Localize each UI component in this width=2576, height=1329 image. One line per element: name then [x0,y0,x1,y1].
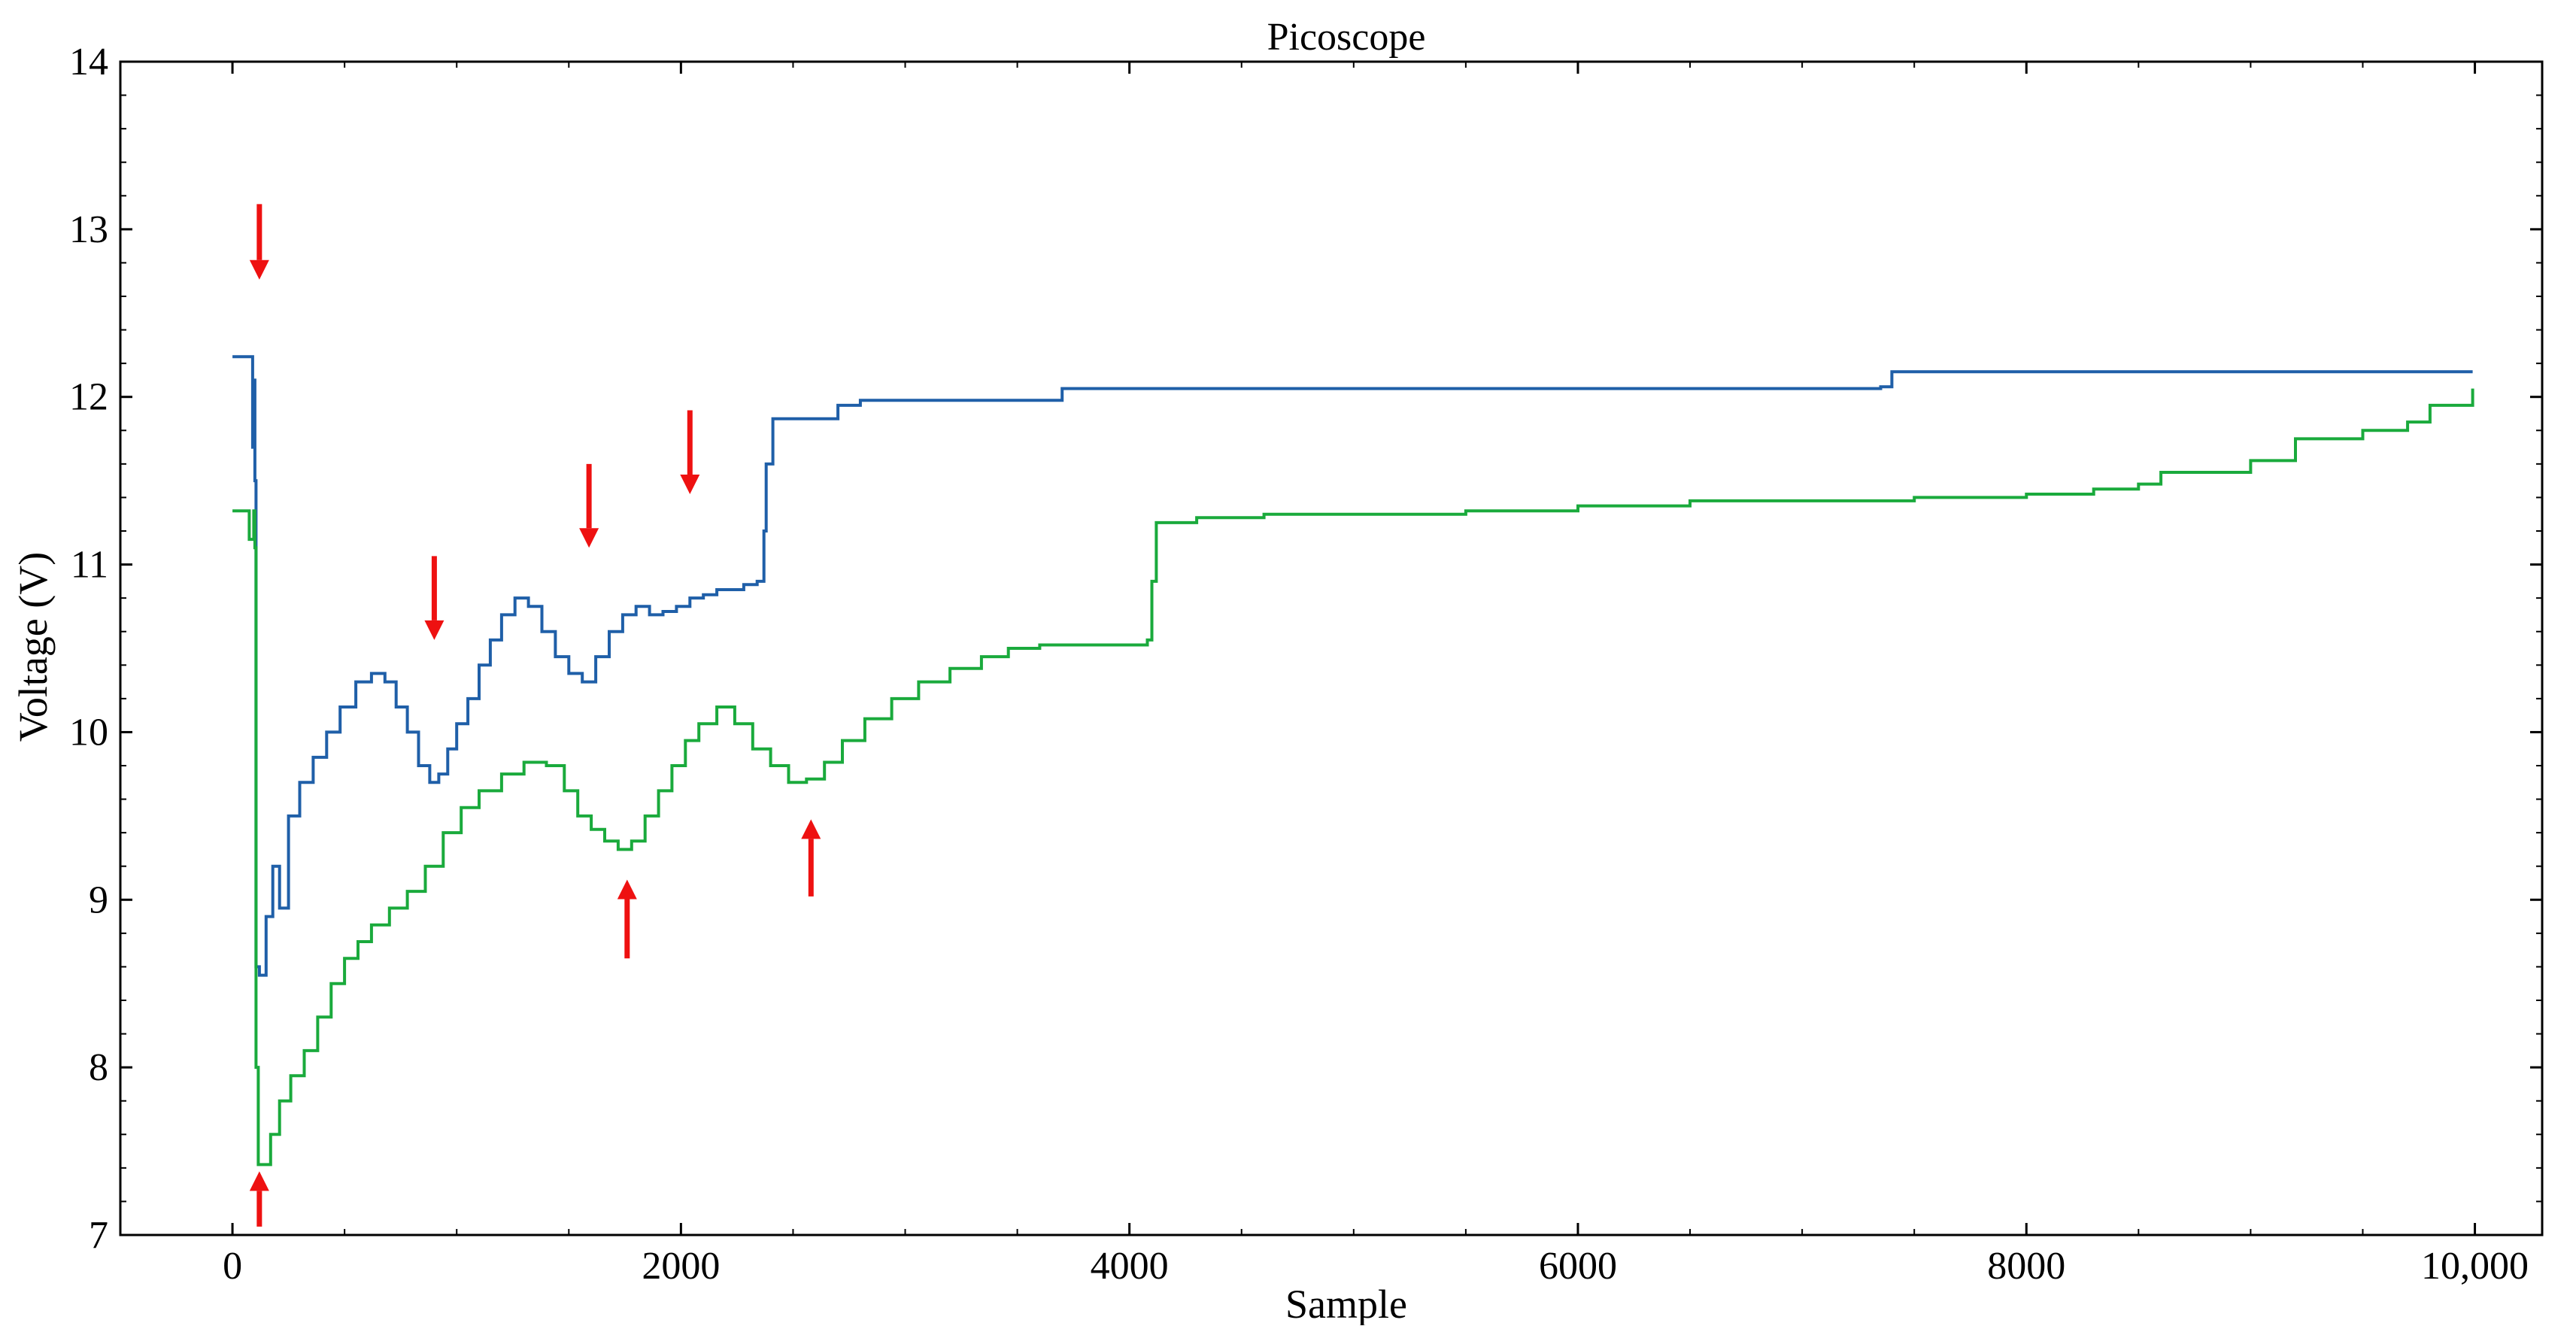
arrow-head [579,528,599,548]
tick-layer: 0 2000 4000 6000 8000 10,000 7 8 9 10 11 12 13 14 [69,41,2542,1288]
plot-frame [119,60,2544,1236]
red-arrow-down-4 [680,410,700,494]
arrow-head [617,879,637,900]
series-layer [232,355,2474,1167]
red-arrow-up-1 [249,1171,269,1227]
red-arrow-down-0 [249,204,269,280]
arrow-head [424,620,445,640]
y-axis-title: Voltage (V) [11,552,56,742]
x-tick-label: 2000 [642,1245,720,1288]
arrow-head [680,474,700,494]
y-tick-label: 7 [89,1214,108,1257]
x-tick-label: 6000 [1539,1245,1617,1288]
chart-title: Picoscope [1267,16,1426,59]
x-tick-label: 10,000 [2421,1245,2529,1288]
y-tick-label: 11 [71,544,108,587]
annotation-layer [249,204,821,1227]
arrow-head [249,1171,269,1191]
x-tick-label: 4000 [1091,1245,1169,1288]
red-arrow-up-5 [617,879,637,959]
y-tick-label: 9 [89,878,108,921]
series-line-blue [232,355,2473,977]
y-tick-label: 13 [69,208,108,251]
x-axis-title: Sample [1285,1282,1407,1325]
arrow-head [249,259,269,280]
x-tick-label: 0 [223,1245,242,1288]
x-tick-label: 8000 [1987,1245,2065,1288]
red-arrow-up-6 [801,819,821,897]
arrow-head [801,819,821,839]
red-arrow-down-2 [424,556,445,640]
y-tick-label: 8 [89,1046,108,1089]
y-tick-label: 12 [69,376,108,419]
y-tick-label: 10 [69,711,108,754]
series-line-green [232,388,2474,1167]
red-arrow-down-3 [579,463,599,548]
y-tick-label: 14 [69,41,108,83]
